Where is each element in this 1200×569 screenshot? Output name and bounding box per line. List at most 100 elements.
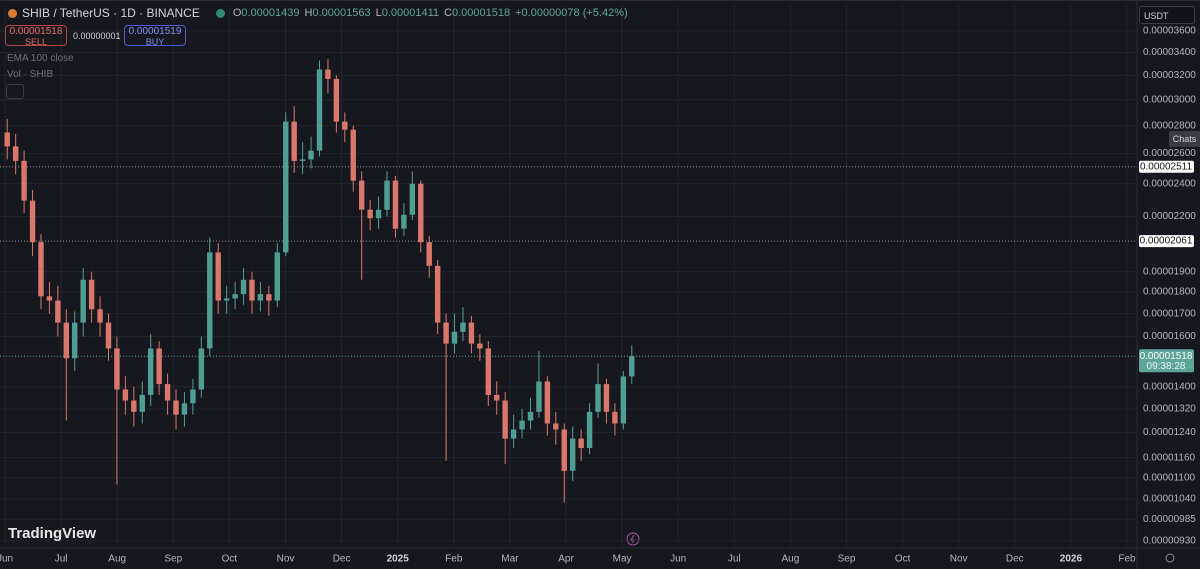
y-tick-label: 0.00001800 [1143, 287, 1196, 298]
x-tick-label: Jul [55, 554, 68, 565]
candle-body [401, 214, 407, 229]
x-tick-label: Sep [838, 554, 856, 565]
indicator[interactable]: Vol · SHIB [7, 69, 54, 80]
buy-price: 0.00001519 [128, 26, 182, 37]
candle-body [97, 309, 103, 323]
ohlc-key: C [444, 7, 452, 19]
brand: TradingView [8, 525, 96, 542]
y-tick-label: 0.00001700 [1143, 308, 1196, 319]
y-tick-label: 0.00000930 [1143, 536, 1196, 547]
candle-body [55, 300, 61, 323]
y-tick-label: 0.00003400 [1143, 47, 1196, 58]
candle-body [308, 150, 314, 160]
y-tick-label: 0.00001600 [1143, 331, 1196, 342]
candle-body [443, 322, 449, 344]
candle-body [367, 209, 373, 219]
event-icon[interactable] [626, 532, 640, 546]
ohlc-key: H [304, 7, 313, 19]
candle-body [603, 384, 610, 412]
candle-body [477, 343, 483, 349]
candle-body [29, 200, 36, 243]
candle-body [223, 298, 230, 301]
candle-body [553, 423, 559, 430]
indicator[interactable]: EMA 100 close [7, 53, 74, 64]
y-tick-label: 0.00001040 [1143, 493, 1196, 504]
candle-body [122, 389, 129, 401]
candle-body [519, 420, 525, 430]
candle-body [72, 322, 78, 359]
ohlc: O0.00001439 H0.00001563 L0.00001411 C0.0… [233, 7, 628, 19]
x-tick-label: Dec [333, 554, 351, 565]
sell-button[interactable]: 0.00001518 SELL [5, 25, 67, 47]
ohlc-key: L [375, 7, 382, 19]
x-tick-label: Oct [222, 554, 238, 565]
candle-body [80, 279, 86, 323]
y-tick-label: 0.00001240 [1143, 427, 1196, 438]
buy-label: BUY [145, 37, 165, 47]
candle-body [38, 242, 44, 297]
candle-body [4, 132, 10, 147]
brand-name: TradingView [8, 525, 97, 542]
candle-body [164, 384, 171, 401]
candle-body [240, 279, 247, 295]
x-tick-label: Jul [728, 554, 741, 565]
y-tick-label: 0.00001320 [1143, 404, 1196, 415]
candle-body [536, 381, 542, 412]
candle-body [181, 403, 188, 415]
event-icon-bolt [630, 534, 635, 544]
price-level-label: 0.00002511 [1140, 161, 1193, 172]
candle-body [434, 265, 441, 323]
x-tick-label: Aug [782, 554, 800, 565]
x-tick-label: Jun [0, 554, 13, 565]
x-tick-label: 2026 [1060, 554, 1083, 565]
candle-body [291, 121, 297, 161]
candle-body [114, 348, 120, 390]
y-tick-label: 0.00001160 [1143, 452, 1196, 463]
price-level-box [1139, 160, 1194, 173]
ohlc-value: 0.00001439 [241, 7, 300, 19]
spread: 0.00000001 [73, 30, 121, 41]
settings-icon[interactable] [1165, 553, 1175, 563]
candle-body [494, 394, 500, 401]
candle-body [257, 294, 264, 301]
candle-body [451, 331, 458, 344]
ohlc-item: C0.00001518 [444, 7, 510, 19]
x-tick-label: Aug [108, 554, 126, 565]
change: +0.00000078 (+5.42%) [515, 7, 628, 19]
symbol[interactable]: SHIB / TetherUS · 1D · BINANCE [22, 6, 200, 20]
candle-body [595, 384, 601, 412]
candle-body [418, 183, 424, 243]
trade-panel: 0.00001518 SELL 0.00000001 0.00001519 BUY [5, 25, 186, 47]
candle-body [147, 348, 154, 395]
x-tick-label: Nov [950, 554, 968, 565]
candle-body [325, 69, 331, 79]
candle-body [207, 252, 213, 349]
symbol-icon [8, 8, 17, 18]
candle-body [131, 400, 137, 412]
candle-body [620, 376, 627, 424]
candle-body [569, 438, 576, 471]
y-tick-label: 0.00001400 [1143, 381, 1196, 392]
candle-body [21, 160, 27, 201]
collapse-button[interactable] [6, 84, 24, 99]
x-tick-label: Mar [501, 554, 519, 565]
candle-body [190, 389, 196, 404]
ohlc-value: 0.00001411 [381, 7, 440, 19]
ohlc-value: 0.00001563 [312, 7, 371, 19]
buy-button[interactable]: 0.00001519 BUY [124, 25, 186, 47]
candle-body [586, 411, 593, 449]
candle-body [502, 400, 508, 439]
y-tick-label: 0.00002200 [1143, 211, 1196, 222]
candle-body [105, 322, 112, 349]
header: SHIB / TetherUS · 1D · BINANCE O0.000014… [8, 6, 628, 20]
price-level-label: 0.00002061 [1140, 236, 1193, 247]
candle-body [232, 294, 238, 299]
candle-body [358, 180, 365, 210]
currency-select[interactable]: USDT [1139, 6, 1195, 24]
candle-body [198, 348, 205, 390]
chats-button[interactable]: Chats [1169, 131, 1200, 147]
ohlc-key: O [232, 7, 242, 19]
